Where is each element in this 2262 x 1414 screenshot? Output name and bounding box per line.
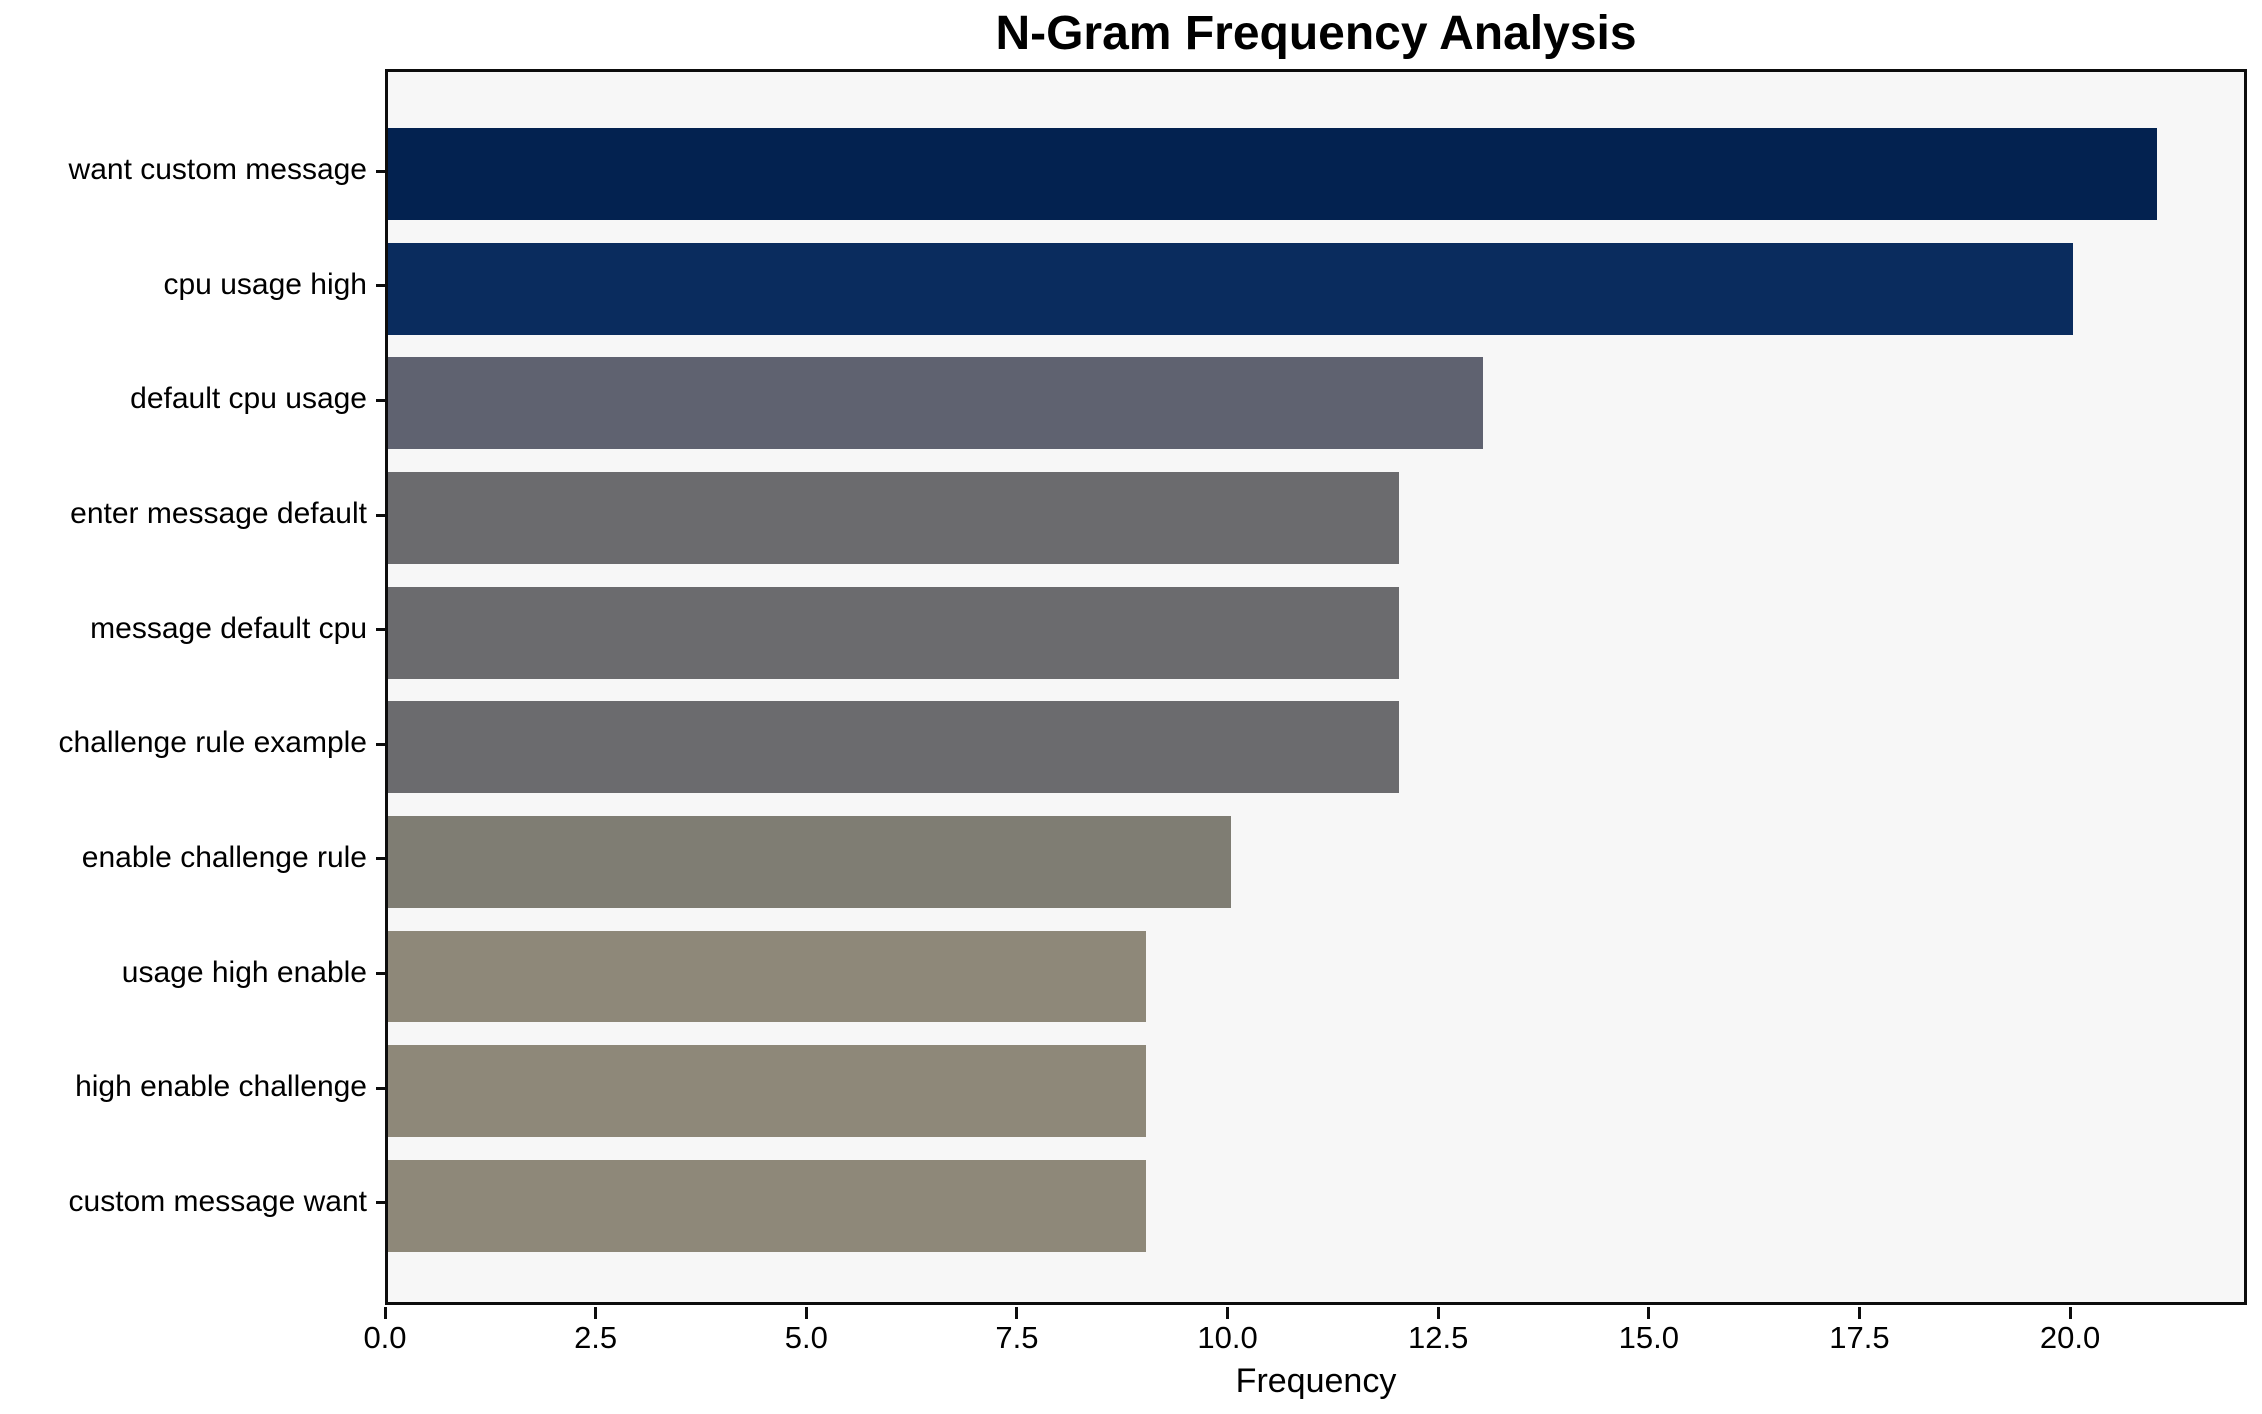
y-tick-label: enter message default — [70, 497, 367, 530]
x-tick — [1857, 1307, 1861, 1319]
x-tick — [804, 1307, 808, 1319]
y-tick — [376, 513, 385, 517]
x-tick-label: 20.0 — [2039, 1320, 2101, 1355]
y-tick-label: custom message want — [68, 1184, 367, 1218]
x-tick-label: 10.0 — [1197, 1320, 1258, 1355]
x-tick-label: 0.0 — [363, 1320, 407, 1355]
x-tick — [1436, 1307, 1440, 1319]
x-tick-label: 5.0 — [784, 1320, 828, 1355]
x-tick-label: 15.0 — [1618, 1320, 1679, 1355]
plot-area — [385, 69, 2247, 1305]
x-tick — [594, 1307, 598, 1319]
x-axis-label: Frequency — [1235, 1362, 1397, 1400]
bar — [388, 1045, 1147, 1138]
y-tick-label: want custom message — [68, 153, 367, 187]
y-tick — [376, 628, 385, 632]
y-tick — [376, 972, 385, 976]
y-tick — [376, 398, 385, 402]
x-tick — [1015, 1307, 1019, 1319]
x-tick — [1647, 1307, 1651, 1319]
y-tick-label: high enable challenge — [75, 1070, 367, 1104]
y-tick-label: challenge rule example — [58, 726, 367, 760]
bar — [388, 472, 1400, 564]
y-tick-label: enable challenge rule — [81, 840, 367, 874]
x-tick-label: 12.5 — [1407, 1320, 1469, 1355]
chart-title: N-Gram Frequency Analysis — [995, 7, 1637, 60]
bar — [388, 586, 1400, 679]
bar — [388, 816, 1231, 908]
y-tick — [376, 284, 385, 288]
x-tick-label: 2.5 — [574, 1320, 618, 1355]
bar — [388, 128, 2158, 220]
bar — [388, 930, 1147, 1023]
x-tick — [383, 1307, 387, 1319]
bar — [388, 357, 1484, 450]
bar — [388, 242, 2074, 335]
y-tick — [376, 1086, 385, 1090]
y-tick-label: default cpu usage — [130, 382, 367, 416]
y-tick-label: usage high enable — [121, 955, 367, 989]
bar — [388, 701, 1400, 794]
x-tick-label: 7.5 — [995, 1320, 1039, 1355]
x-tick — [2068, 1307, 2072, 1319]
y-tick — [376, 1201, 385, 1205]
y-tick — [376, 857, 385, 861]
y-tick-label: message default cpu — [90, 611, 367, 645]
y-tick-label: cpu usage high — [163, 267, 368, 301]
y-tick — [376, 742, 385, 746]
x-tick-label: 17.5 — [1829, 1320, 1890, 1355]
bar — [388, 1160, 1147, 1252]
y-tick — [376, 169, 385, 173]
x-tick — [1226, 1307, 1230, 1319]
